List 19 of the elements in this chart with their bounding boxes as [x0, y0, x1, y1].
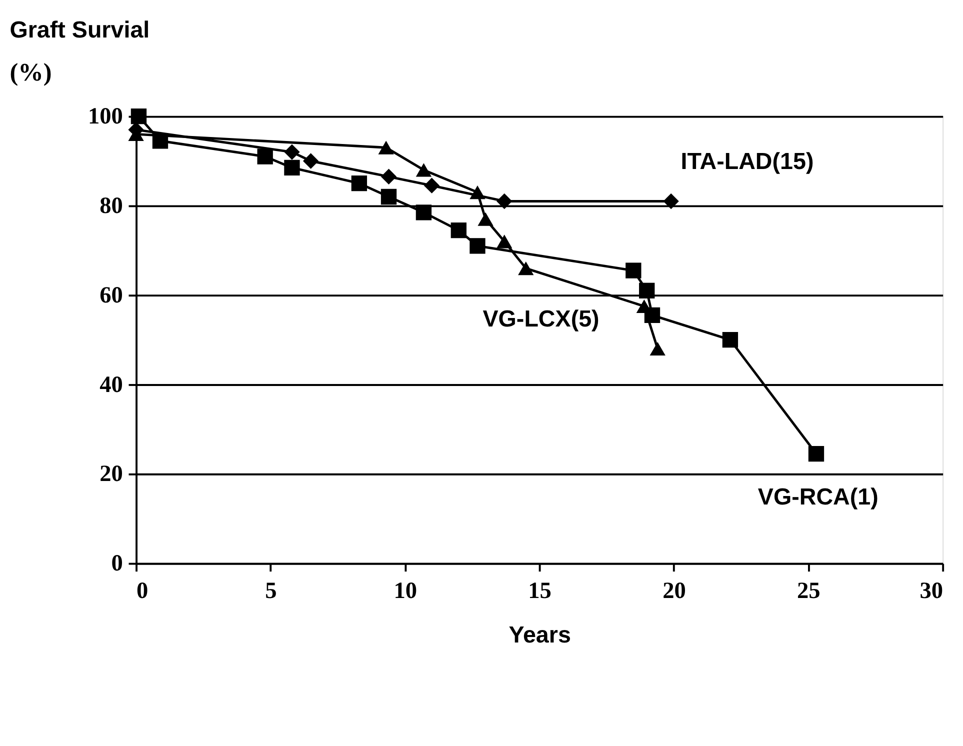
x-tick-label: 30 [920, 578, 944, 604]
y-tick-label: 40 [100, 372, 123, 398]
x-tick-label: 15 [528, 578, 552, 604]
x-tick-label: 10 [394, 578, 418, 604]
x-tick-label: 0 [136, 578, 148, 604]
y-tick-label: 80 [100, 192, 123, 219]
y-tick-label: 60 [100, 282, 123, 308]
x-tick-label: 5 [265, 578, 277, 604]
series-label: ITA-LAD(15) [680, 148, 814, 174]
x-axis-title: Years [508, 622, 571, 648]
y-tick-label: 20 [100, 461, 123, 488]
series-label: VG-LCX(5) [482, 305, 600, 332]
chart-title: Graft Survial [10, 16, 150, 43]
series-label: VG-RCA(1) [758, 483, 878, 510]
y-tick-label: 100 [88, 104, 123, 130]
y-axis-title: (%) [10, 58, 52, 86]
x-tick-label: 20 [662, 578, 686, 604]
y-tick-label: 0 [111, 550, 123, 577]
x-tick-label: 25 [797, 578, 820, 604]
